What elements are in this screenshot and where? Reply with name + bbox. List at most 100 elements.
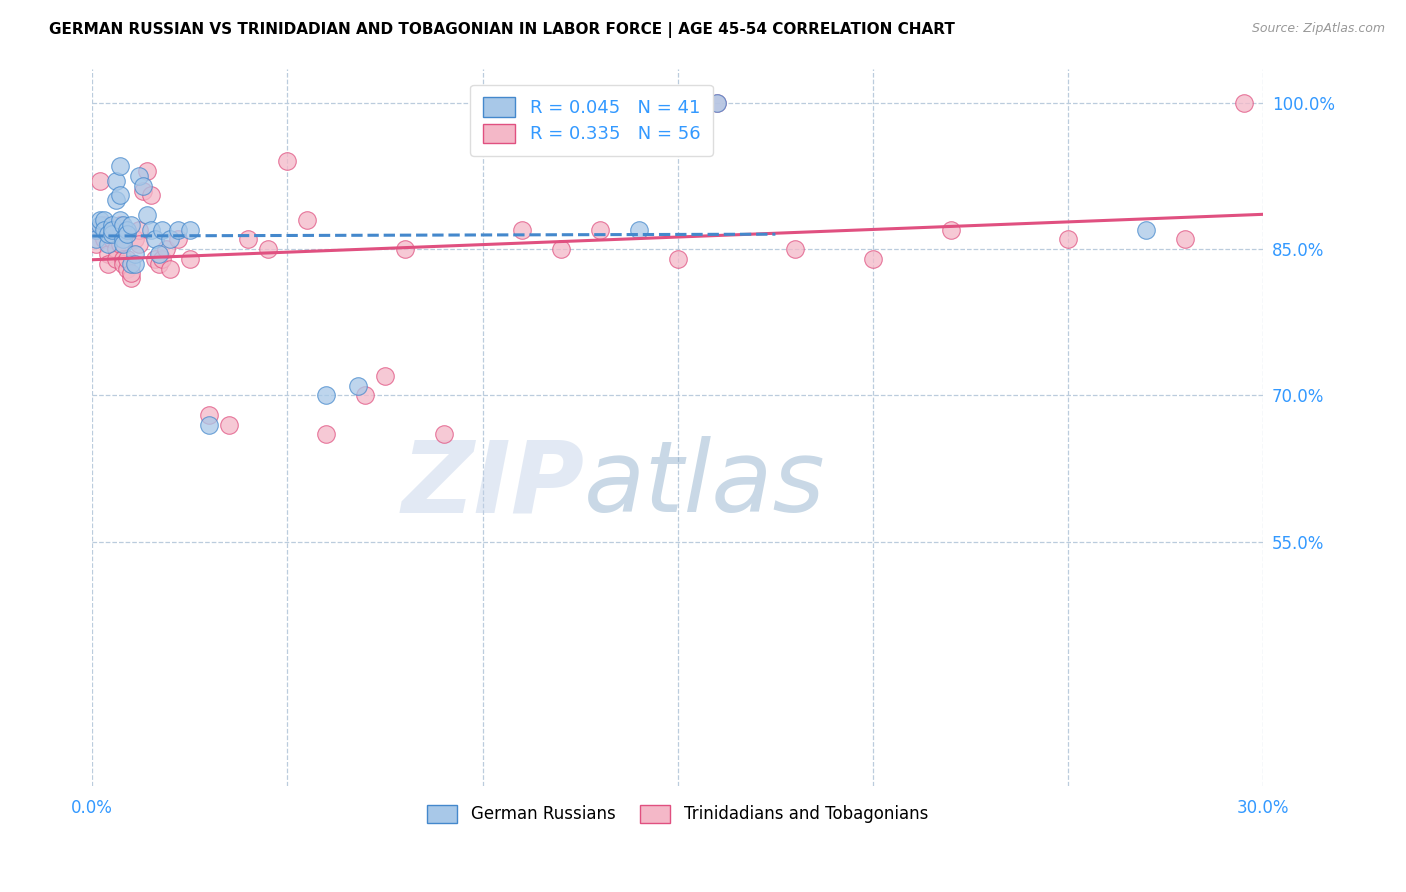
Point bbox=[706, 95, 728, 110]
Point bbox=[112, 252, 135, 266]
Point bbox=[124, 232, 146, 246]
Point bbox=[97, 257, 120, 271]
Point bbox=[1174, 232, 1197, 246]
Point bbox=[550, 242, 572, 256]
Point bbox=[97, 227, 120, 242]
Point bbox=[112, 232, 135, 246]
Point bbox=[104, 194, 127, 208]
Point bbox=[128, 237, 150, 252]
Point bbox=[117, 252, 139, 266]
Point bbox=[93, 218, 115, 232]
Text: Source: ZipAtlas.com: Source: ZipAtlas.com bbox=[1251, 22, 1385, 36]
Text: GERMAN RUSSIAN VS TRINIDADIAN AND TOBAGONIAN IN LABOR FORCE | AGE 45-54 CORRELAT: GERMAN RUSSIAN VS TRINIDADIAN AND TOBAGO… bbox=[49, 22, 955, 38]
Point bbox=[666, 252, 689, 266]
Point bbox=[112, 237, 135, 252]
Point bbox=[97, 247, 120, 261]
Point bbox=[589, 222, 612, 236]
Point bbox=[238, 232, 260, 246]
Point bbox=[104, 174, 127, 188]
Point bbox=[159, 232, 181, 246]
Point bbox=[706, 95, 728, 110]
Point bbox=[1057, 232, 1080, 246]
Point bbox=[627, 222, 650, 236]
Point bbox=[89, 212, 111, 227]
Point bbox=[128, 222, 150, 236]
Point bbox=[1135, 222, 1157, 236]
Point bbox=[354, 388, 377, 402]
Point bbox=[152, 222, 174, 236]
Point bbox=[120, 267, 142, 281]
Point bbox=[108, 237, 131, 252]
Point bbox=[93, 232, 115, 246]
Point bbox=[84, 222, 107, 236]
Point bbox=[117, 261, 139, 276]
Point bbox=[155, 242, 177, 256]
Point bbox=[471, 95, 494, 110]
Point bbox=[510, 222, 533, 236]
Point bbox=[295, 212, 318, 227]
Point bbox=[100, 218, 122, 232]
Point bbox=[117, 222, 139, 236]
Point bbox=[167, 232, 190, 246]
Point bbox=[104, 242, 127, 256]
Point bbox=[108, 188, 131, 202]
Point bbox=[128, 169, 150, 183]
Point bbox=[394, 242, 416, 256]
Point bbox=[89, 174, 111, 188]
Point bbox=[432, 427, 454, 442]
Point bbox=[124, 247, 146, 261]
Point bbox=[135, 208, 157, 222]
Point bbox=[257, 242, 280, 256]
Point bbox=[143, 232, 166, 246]
Point bbox=[89, 218, 111, 232]
Point bbox=[346, 378, 368, 392]
Point bbox=[84, 237, 107, 252]
Point bbox=[167, 222, 190, 236]
Point bbox=[120, 271, 142, 285]
Point bbox=[89, 222, 111, 236]
Legend: German Russians, Trinidadians and Tobagonians: German Russians, Trinidadians and Tobago… bbox=[416, 793, 939, 835]
Point bbox=[104, 252, 127, 266]
Point bbox=[120, 218, 142, 232]
Point bbox=[159, 261, 181, 276]
Point bbox=[374, 368, 396, 383]
Point bbox=[139, 222, 162, 236]
Point bbox=[100, 232, 122, 246]
Point bbox=[84, 222, 107, 236]
Point bbox=[198, 417, 221, 432]
Point bbox=[117, 227, 139, 242]
Point bbox=[862, 252, 884, 266]
Text: ZIP: ZIP bbox=[401, 436, 583, 533]
Point bbox=[112, 257, 135, 271]
Point bbox=[100, 222, 122, 236]
Point bbox=[939, 222, 962, 236]
Point bbox=[179, 222, 201, 236]
Point bbox=[120, 257, 142, 271]
Point bbox=[97, 237, 120, 252]
Point bbox=[132, 184, 155, 198]
Point bbox=[179, 252, 201, 266]
Point bbox=[124, 257, 146, 271]
Point bbox=[135, 164, 157, 178]
Point bbox=[783, 242, 806, 256]
Point bbox=[84, 232, 107, 246]
Point bbox=[315, 427, 337, 442]
Point bbox=[100, 227, 122, 242]
Point bbox=[139, 188, 162, 202]
Text: atlas: atlas bbox=[583, 436, 825, 533]
Point bbox=[108, 159, 131, 173]
Point bbox=[198, 408, 221, 422]
Point bbox=[1233, 95, 1256, 110]
Point bbox=[93, 222, 115, 236]
Point bbox=[148, 257, 170, 271]
Point bbox=[148, 247, 170, 261]
Point bbox=[218, 417, 240, 432]
Point bbox=[315, 388, 337, 402]
Point bbox=[143, 252, 166, 266]
Point bbox=[93, 212, 115, 227]
Point bbox=[276, 154, 298, 169]
Point bbox=[108, 212, 131, 227]
Point bbox=[132, 178, 155, 193]
Point bbox=[108, 218, 131, 232]
Point bbox=[112, 218, 135, 232]
